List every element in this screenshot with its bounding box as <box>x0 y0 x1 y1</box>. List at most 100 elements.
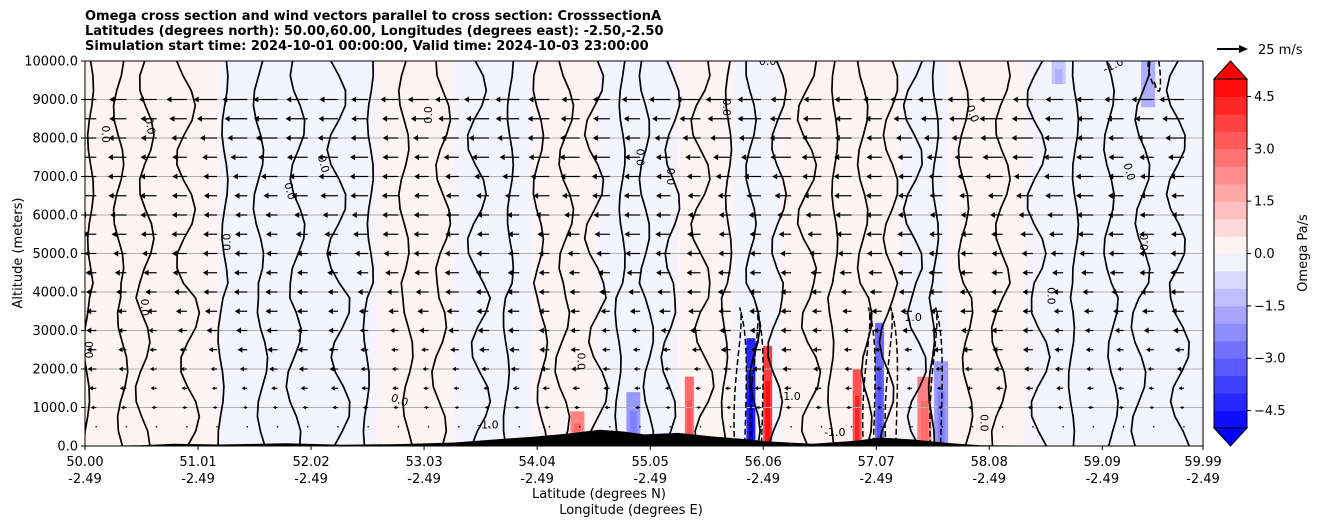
wind-vector-head <box>1149 405 1153 410</box>
wind-vector-head <box>1044 135 1050 141</box>
wind-vector-head <box>87 366 93 372</box>
wind-vector-head <box>528 154 534 161</box>
wind-vector-head <box>255 135 261 141</box>
x-tick-label-lat: 57.07 <box>858 455 895 470</box>
wind-vector-head <box>453 386 457 391</box>
wind-vector-head <box>328 346 334 353</box>
wind-vector-head <box>140 212 146 218</box>
wind-vector-head <box>1055 366 1060 372</box>
y-tick-label: 1000.0 <box>33 401 79 416</box>
wind-vector-head <box>777 212 783 218</box>
wind-vector <box>427 425 430 428</box>
wind-vector-head <box>476 308 482 315</box>
wind-vector <box>216 425 218 428</box>
wind-vector-head <box>358 308 364 315</box>
y-axis-label: Altitude (meters) <box>11 198 26 309</box>
wind-vector-head <box>414 192 420 199</box>
negative-contour <box>1147 61 1162 92</box>
wind-vector-head <box>383 250 389 257</box>
y-tick-label: 3000.0 <box>33 324 79 339</box>
wind-vector-head <box>632 347 637 353</box>
colorbar-segment <box>1214 79 1247 97</box>
wind-vector-head <box>803 96 809 103</box>
wind-vector-head <box>874 347 879 353</box>
wind-vector-head <box>572 385 577 391</box>
wind-vector-head <box>574 405 578 410</box>
omega-cell-core <box>920 400 928 446</box>
wind-vector-head <box>1043 154 1049 161</box>
wind-vector <box>155 425 158 428</box>
wind-vector-head <box>414 173 420 180</box>
wind-vector-head <box>538 289 544 295</box>
wind-vector-head <box>463 96 469 103</box>
wind-vector-head <box>1171 212 1177 218</box>
x-tick-label-lat: 52.02 <box>292 455 329 470</box>
wind-vector-head <box>594 231 600 238</box>
wind-vector-head <box>835 212 841 218</box>
x-tick-label-lat: 58.08 <box>971 455 1008 470</box>
wind-vector-head <box>196 115 202 122</box>
wind-vector-head <box>1052 269 1058 276</box>
colorbar-segment <box>1214 218 1247 237</box>
y-tick-label: 0.0 <box>57 440 78 455</box>
wind-vector-head <box>873 327 878 334</box>
wind-vector-head <box>904 347 909 353</box>
wind-vector-head <box>113 250 119 257</box>
wind-vector-head <box>359 327 365 334</box>
wind-vector-head <box>258 154 264 161</box>
wind-vector-head <box>662 347 667 353</box>
zero-contour <box>1026 61 1051 446</box>
wind-vector-head <box>265 269 271 276</box>
wind-vector-head <box>769 115 775 122</box>
wind-vector-head <box>171 135 177 141</box>
wind-vector-head <box>119 385 124 391</box>
y-tick-label: 5000.0 <box>33 247 79 262</box>
wind-vector-head <box>1137 135 1143 141</box>
wind-vector-head <box>749 269 755 276</box>
wind-vector-head <box>327 269 333 276</box>
wind-vector-head <box>444 250 450 257</box>
wind-vector-head <box>687 212 693 218</box>
wind-vector-head <box>203 173 209 180</box>
wind-vector <box>1001 425 1004 428</box>
wind-vector-head <box>266 327 272 334</box>
wind-vector-head <box>896 135 902 141</box>
wind-vector-head <box>1145 347 1151 353</box>
wind-vector-head <box>253 96 259 103</box>
wind-vector-head <box>897 250 903 257</box>
wind-vector-head <box>351 96 357 103</box>
zero-contour <box>1103 61 1119 446</box>
wind-vector <box>367 425 369 428</box>
contour-label: 0.0 <box>1044 287 1057 305</box>
wind-vector-head <box>1048 231 1054 238</box>
wind-vector-head <box>175 308 181 315</box>
omega-cell-core <box>765 380 770 446</box>
wind-vector-head <box>957 173 963 180</box>
wind-vector-head <box>780 250 786 257</box>
wind-vector-head <box>920 115 926 122</box>
colorbar-segment <box>1214 305 1247 324</box>
wind-vector-head <box>869 289 875 295</box>
wind-vector-head <box>1117 386 1122 391</box>
y-tick-label: 6000.0 <box>33 209 79 224</box>
wind-vector-head <box>410 115 416 122</box>
wind-vector-head <box>477 212 483 218</box>
wind-vector-head <box>685 154 691 161</box>
contour-label: 0.0 <box>315 154 332 174</box>
wind-vector-head <box>665 405 669 410</box>
wind-vector-head <box>203 289 209 295</box>
wind-vector-head <box>1107 212 1113 218</box>
wind-vector-head <box>1116 347 1121 353</box>
zero-contour <box>431 61 452 446</box>
wind-vector-head <box>785 405 790 410</box>
wind-vector-head <box>381 192 387 199</box>
wind-vector-head <box>737 115 743 122</box>
wind-vector-head <box>1021 250 1027 257</box>
wind-vector-head <box>483 386 487 391</box>
wind-vector-head <box>1159 96 1165 103</box>
wind-vector-head <box>326 250 332 257</box>
colorbar-segment <box>1214 236 1247 254</box>
wind-vector-head <box>298 366 304 372</box>
wind-vector-head <box>174 289 180 295</box>
